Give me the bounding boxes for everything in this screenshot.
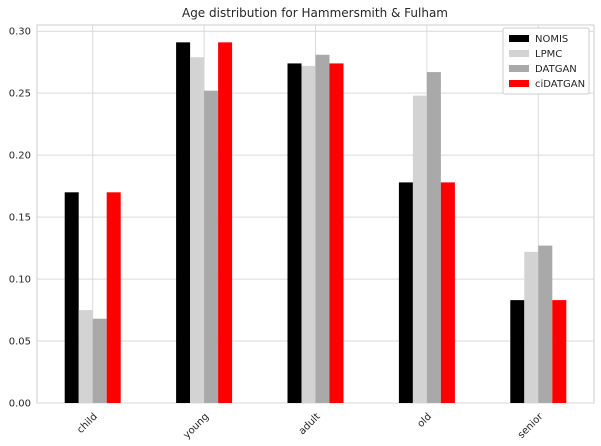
bar-nomis [510,300,525,403]
y-tick-label: 0.20 [9,151,31,162]
legend-swatch [509,35,529,42]
y-tick-label: 0.05 [9,337,31,348]
x-tick-label: senior [516,411,546,441]
bar-datgan [538,245,553,403]
bar-lpmc [524,251,539,403]
legend: NOMIS LPMC DATGAN ciDATGAN [502,27,590,95]
legend-swatch [509,80,529,87]
bar-lpmc [78,310,93,403]
legend-swatch [509,50,529,57]
legend-box [502,27,590,95]
y-tick-label: 0.30 [9,27,31,38]
x-tick-label: adult [297,411,323,437]
bar-lpmc [190,57,205,403]
bar-lpmc [412,95,427,403]
bar-cidatgan [552,300,567,403]
bar-nomis [64,192,79,403]
bar-nomis [287,63,302,403]
bar-cidatgan [329,63,344,403]
y-tick-label: 0.00 [9,399,31,410]
legend-label: ciDATGAN [535,79,585,90]
bar-datgan [426,72,441,403]
bar-cidatgan [440,182,455,403]
legend-swatch [509,65,529,72]
bar-nomis [398,182,413,403]
bar-datgan [92,318,107,403]
legend-label: LPMC [535,49,562,60]
bar-datgan [315,54,330,403]
bar-nomis [176,42,191,403]
chart-title: Age distribution for Hammersmith & Fulha… [182,6,448,20]
bar-cidatgan [218,42,233,403]
bar-cidatgan [106,192,121,403]
y-tick-label: 0.25 [9,89,31,100]
legend-label: DATGAN [535,64,577,75]
y-tick-label: 0.10 [9,275,31,286]
x-tick-label: young [181,411,211,441]
x-tick-label: child [75,411,100,436]
bar-datgan [204,90,219,404]
legend-label: NOMIS [535,34,568,45]
bar-lpmc [301,65,316,403]
x-tick-label: old [415,411,434,430]
y-tick-label: 0.15 [9,213,31,224]
